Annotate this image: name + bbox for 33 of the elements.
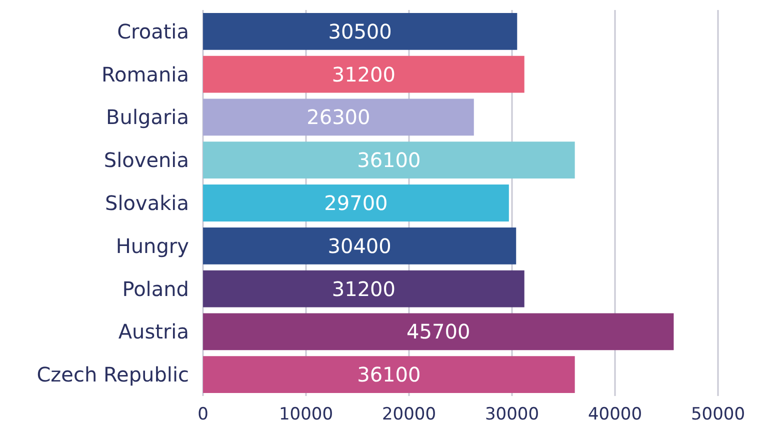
bar bbox=[203, 356, 575, 393]
bar bbox=[203, 142, 575, 179]
y-tick-label: Hungry bbox=[116, 234, 190, 258]
x-tick-label: 30000 bbox=[484, 404, 540, 424]
bar bbox=[203, 56, 524, 93]
bar bbox=[203, 313, 674, 350]
data-label: 36100 bbox=[357, 362, 421, 387]
x-tick-label: 0 bbox=[198, 404, 208, 424]
x-tick-label: 20000 bbox=[382, 404, 436, 424]
x-tick-label: 50000 bbox=[690, 404, 746, 424]
y-tick-label: Slovakia bbox=[105, 191, 189, 215]
data-label: 30500 bbox=[328, 19, 392, 44]
y-tick-label: Poland bbox=[122, 276, 189, 301]
bar bbox=[203, 98, 474, 136]
y-tick-label: Slovenia bbox=[104, 148, 189, 172]
y-tick-label: Austria bbox=[118, 320, 189, 344]
bar bbox=[203, 13, 518, 50]
y-tick-label: Croatia bbox=[117, 19, 189, 44]
bar bbox=[203, 270, 524, 308]
data-label: 36100 bbox=[357, 148, 421, 172]
y-tick-label: Bulgaria bbox=[106, 105, 189, 130]
bar bbox=[203, 184, 509, 222]
data-label: 45700 bbox=[406, 320, 470, 344]
y-tick-label: Romania bbox=[102, 62, 189, 86]
data-label: 26300 bbox=[306, 105, 370, 130]
y-tick-label: Czech Republic bbox=[36, 362, 189, 387]
x-tick-label: 10000 bbox=[278, 404, 334, 424]
data-label: 30400 bbox=[328, 234, 392, 258]
data-label: 29700 bbox=[324, 191, 388, 215]
x-tick-label: 40000 bbox=[588, 404, 642, 424]
data-label: 31200 bbox=[332, 62, 396, 86]
bar bbox=[203, 227, 516, 264]
data-label: 31200 bbox=[332, 276, 396, 301]
